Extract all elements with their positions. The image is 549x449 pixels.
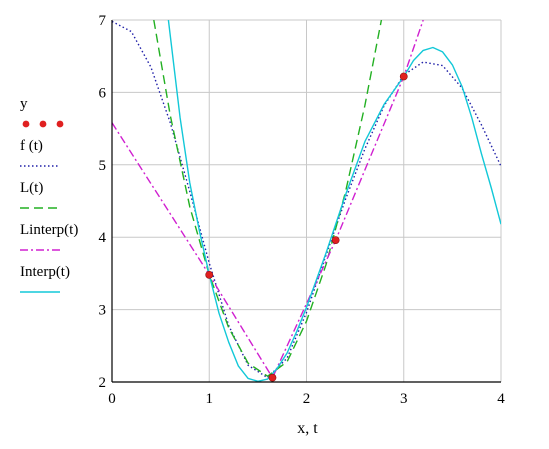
data-point	[331, 236, 340, 244]
y-tick-label: 4	[99, 230, 107, 246]
y-tick-label: 2	[99, 375, 107, 391]
x-tick-label: 4	[497, 391, 505, 407]
axis-frame	[111, 20, 501, 383]
data-point	[268, 373, 277, 382]
legend-label-f: f (t)	[20, 138, 43, 154]
legend-swatch-points	[22, 120, 64, 128]
legend-swatch-dotted	[20, 165, 60, 167]
legend-label-interp: Interp(t)	[20, 264, 70, 280]
x-axis-label: x, t	[297, 420, 318, 437]
legend-swatch-solid	[20, 291, 60, 293]
legend-swatch-dashed	[20, 207, 60, 209]
x-tick-label: 0	[108, 391, 116, 407]
legend-item-linterp: Linterp(t)	[14, 222, 104, 264]
data-point	[399, 72, 408, 81]
x-tick-label: 2	[303, 391, 311, 407]
tick-labels: 2 3 4 5 6 7 0 1 2 3 4	[99, 13, 506, 407]
data-point	[205, 270, 214, 279]
legend-item-y: y	[14, 96, 104, 138]
legend-swatch-dashdot	[20, 249, 60, 251]
series-line-4	[167, 20, 501, 382]
legend-item-f: f (t)	[14, 138, 104, 180]
legend-label-linterp: Linterp(t)	[20, 222, 79, 238]
y-tick-label: 3	[99, 303, 107, 319]
gridlines	[112, 19, 502, 382]
y-tick-label: 6	[99, 85, 107, 101]
series-line-2	[153, 20, 383, 377]
x-tick-label: 1	[206, 391, 214, 407]
y-tick-label: 5	[99, 158, 107, 174]
x-tick-label: 3	[400, 391, 408, 407]
legend: y f (t) L(t) Linterp(t) Interp(t)	[14, 96, 104, 306]
series-layer	[112, 20, 501, 382]
legend-item-L: L(t)	[14, 180, 104, 222]
legend-item-interp: Interp(t)	[14, 264, 104, 306]
legend-label-L: L(t)	[20, 180, 44, 196]
series-line-3	[112, 20, 424, 379]
legend-label-y: y	[20, 96, 28, 112]
y-tick-label: 7	[99, 13, 107, 29]
